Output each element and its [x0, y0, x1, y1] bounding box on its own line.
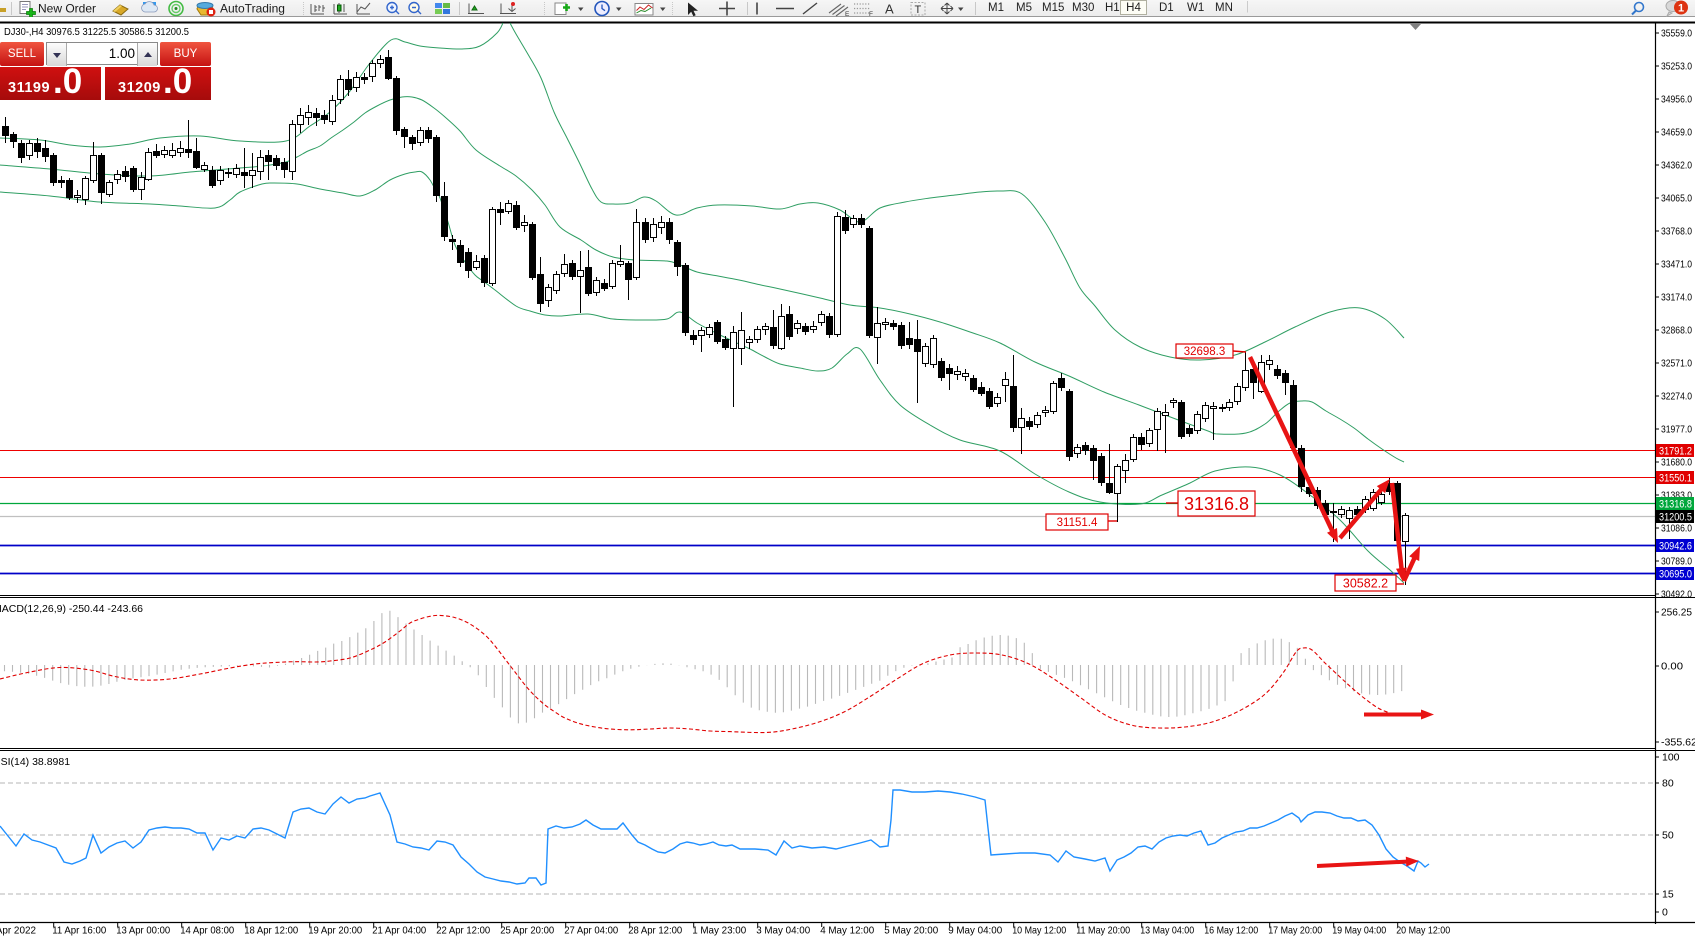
svg-text:DJ30-,H4 30976.5 31225.5 3058: DJ30-,H4 30976.5 31225.5 30586.5 31200.5: [4, 26, 189, 38]
svg-text:11 Apr 16:00: 11 Apr 16:00: [52, 925, 106, 936]
svg-text:9 May 04:00: 9 May 04:00: [948, 925, 1002, 936]
svg-text:18 Apr 12:00: 18 Apr 12:00: [244, 925, 298, 936]
svg-text:31680.0: 31680.0: [1661, 457, 1692, 469]
svg-text:19 May 04:00: 19 May 04:00: [1332, 925, 1386, 936]
svg-text:30789.0: 30789.0: [1661, 556, 1692, 568]
svg-text:32571.0: 32571.0: [1661, 358, 1692, 370]
svg-text:A: A: [885, 2, 894, 17]
svg-text:34065.0: 34065.0: [1661, 193, 1692, 205]
svg-text:31200.5: 31200.5: [1659, 512, 1692, 524]
svg-text:-355.62: -355.62: [1661, 737, 1695, 749]
svg-text:20 May 12:00: 20 May 12:00: [1396, 925, 1450, 936]
svg-text:31791.2: 31791.2: [1659, 446, 1692, 458]
svg-text:34956.0: 34956.0: [1661, 94, 1692, 106]
svg-text:RSI(14) 38.8981: RSI(14) 38.8981: [0, 756, 70, 768]
svg-text:34362.0: 34362.0: [1661, 160, 1692, 172]
svg-text:13 May 04:00: 13 May 04:00: [1140, 925, 1194, 936]
svg-text:4 May 12:00: 4 May 12:00: [820, 925, 874, 936]
svg-text:25 Apr 20:00: 25 Apr 20:00: [500, 925, 554, 936]
svg-text:16 May 12:00: 16 May 12:00: [1204, 925, 1258, 936]
svg-text:13 Apr 00:00: 13 Apr 00:00: [116, 925, 170, 936]
svg-text:30942.6: 30942.6: [1659, 541, 1692, 553]
svg-text:E: E: [845, 11, 850, 17]
svg-text:3 May 04:00: 3 May 04:00: [756, 925, 810, 936]
svg-text:35559.0: 35559.0: [1661, 28, 1692, 40]
svg-text:21 Apr 04:00: 21 Apr 04:00: [372, 925, 426, 936]
svg-text:31316.8: 31316.8: [1184, 494, 1249, 514]
svg-text:33174.0: 33174.0: [1661, 292, 1692, 304]
svg-text:50: 50: [1662, 830, 1674, 842]
svg-text:27 Apr 04:00: 27 Apr 04:00: [564, 925, 618, 936]
svg-text:0.00: 0.00: [1661, 661, 1683, 673]
svg-text:31151.4: 31151.4: [1057, 517, 1098, 529]
svg-text:31550.1: 31550.1: [1659, 473, 1692, 485]
svg-text:34659.0: 34659.0: [1661, 127, 1692, 139]
svg-text:32698.3: 32698.3: [1184, 346, 1226, 358]
svg-text:31977.0: 31977.0: [1661, 424, 1692, 436]
svg-text:14 Apr 08:00: 14 Apr 08:00: [180, 925, 234, 936]
svg-text:30492.0: 30492.0: [1661, 589, 1692, 601]
svg-text:15: 15: [1662, 889, 1674, 901]
svg-text:5 May 20:00: 5 May 20:00: [884, 925, 938, 936]
svg-text:32274.0: 32274.0: [1661, 391, 1692, 403]
svg-text:AutoTrading: AutoTrading: [220, 2, 285, 16]
svg-text:11 May 20:00: 11 May 20:00: [1076, 925, 1130, 936]
svg-text:1: 1: [1678, 3, 1684, 15]
svg-text:8 Apr 2022: 8 Apr 2022: [0, 925, 36, 936]
svg-text:30695.0: 30695.0: [1659, 569, 1692, 581]
svg-text:35253.0: 35253.0: [1661, 61, 1692, 73]
svg-text:100: 100: [1662, 752, 1680, 764]
svg-text:22 Apr 12:00: 22 Apr 12:00: [436, 925, 490, 936]
svg-text:19 Apr 20:00: 19 Apr 20:00: [308, 925, 362, 936]
svg-text:30582.2: 30582.2: [1343, 576, 1388, 590]
svg-text:33768.0: 33768.0: [1661, 226, 1692, 238]
svg-text:F: F: [869, 11, 873, 17]
svg-text:31316.8: 31316.8: [1659, 499, 1692, 511]
svg-text:0: 0: [1662, 907, 1668, 919]
svg-text:32868.0: 32868.0: [1661, 325, 1692, 337]
svg-text:MACD(12,26,9) -250.44 -243.66: MACD(12,26,9) -250.44 -243.66: [0, 603, 143, 615]
svg-text:10 May 12:00: 10 May 12:00: [1012, 925, 1066, 936]
svg-text:28 Apr 12:00: 28 Apr 12:00: [628, 925, 682, 936]
svg-text:1 May 23:00: 1 May 23:00: [692, 925, 746, 936]
svg-text:New Order: New Order: [38, 2, 96, 16]
svg-text:80: 80: [1662, 778, 1674, 790]
svg-text:17 May 20:00: 17 May 20:00: [1268, 925, 1322, 936]
svg-text:31086.0: 31086.0: [1661, 523, 1692, 535]
svg-text:33471.0: 33471.0: [1661, 259, 1692, 271]
svg-text:T: T: [915, 4, 922, 16]
svg-text:256.25: 256.25: [1661, 607, 1692, 619]
